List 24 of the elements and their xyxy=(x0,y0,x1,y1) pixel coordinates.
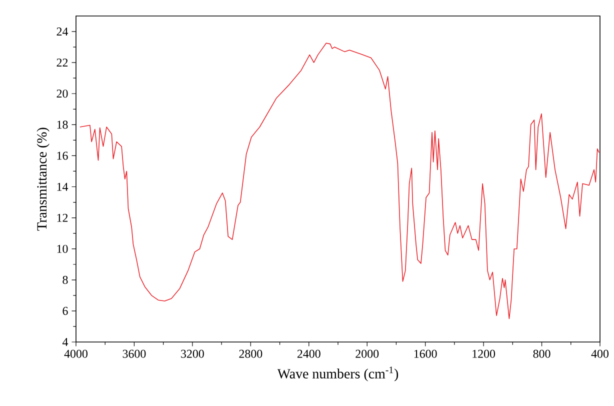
y-tick-label: 8 xyxy=(62,276,68,284)
x-tick-label: 400 xyxy=(591,350,609,358)
x-tick-label: 2400 xyxy=(297,350,320,358)
x-tick-label: 4000 xyxy=(64,350,88,358)
y-tick-label: 24 xyxy=(56,28,68,36)
x-tick-label: 2800 xyxy=(239,350,262,358)
y-tick-label: 6 xyxy=(62,306,68,315)
y-tick-label: 20 xyxy=(56,90,68,98)
y-tick-label: 4 xyxy=(62,338,68,346)
x-tick-label: 800 xyxy=(533,350,550,358)
line-series xyxy=(80,42,600,320)
x-axis-title: Wave numbers (cm$^{-1}$) xyxy=(277,366,398,382)
y-tick-label: 16 xyxy=(57,152,68,160)
y-tick-label: 10 xyxy=(57,244,68,253)
x-tick-label: 1200 xyxy=(472,350,496,358)
y-tick-label: 18 xyxy=(57,120,68,129)
x-tick-label: 2000 xyxy=(356,350,379,358)
x-tick-label: 1600 xyxy=(414,350,437,358)
y-tick-label: 22 xyxy=(56,58,68,67)
y-axis-title: Transmittance (%) xyxy=(36,128,50,231)
y-tick-label: 12 xyxy=(57,214,68,222)
y-tick-label: 14 xyxy=(57,182,68,191)
x-tick-label: 3600 xyxy=(122,350,146,358)
x-tick-label: 3200 xyxy=(181,350,204,358)
